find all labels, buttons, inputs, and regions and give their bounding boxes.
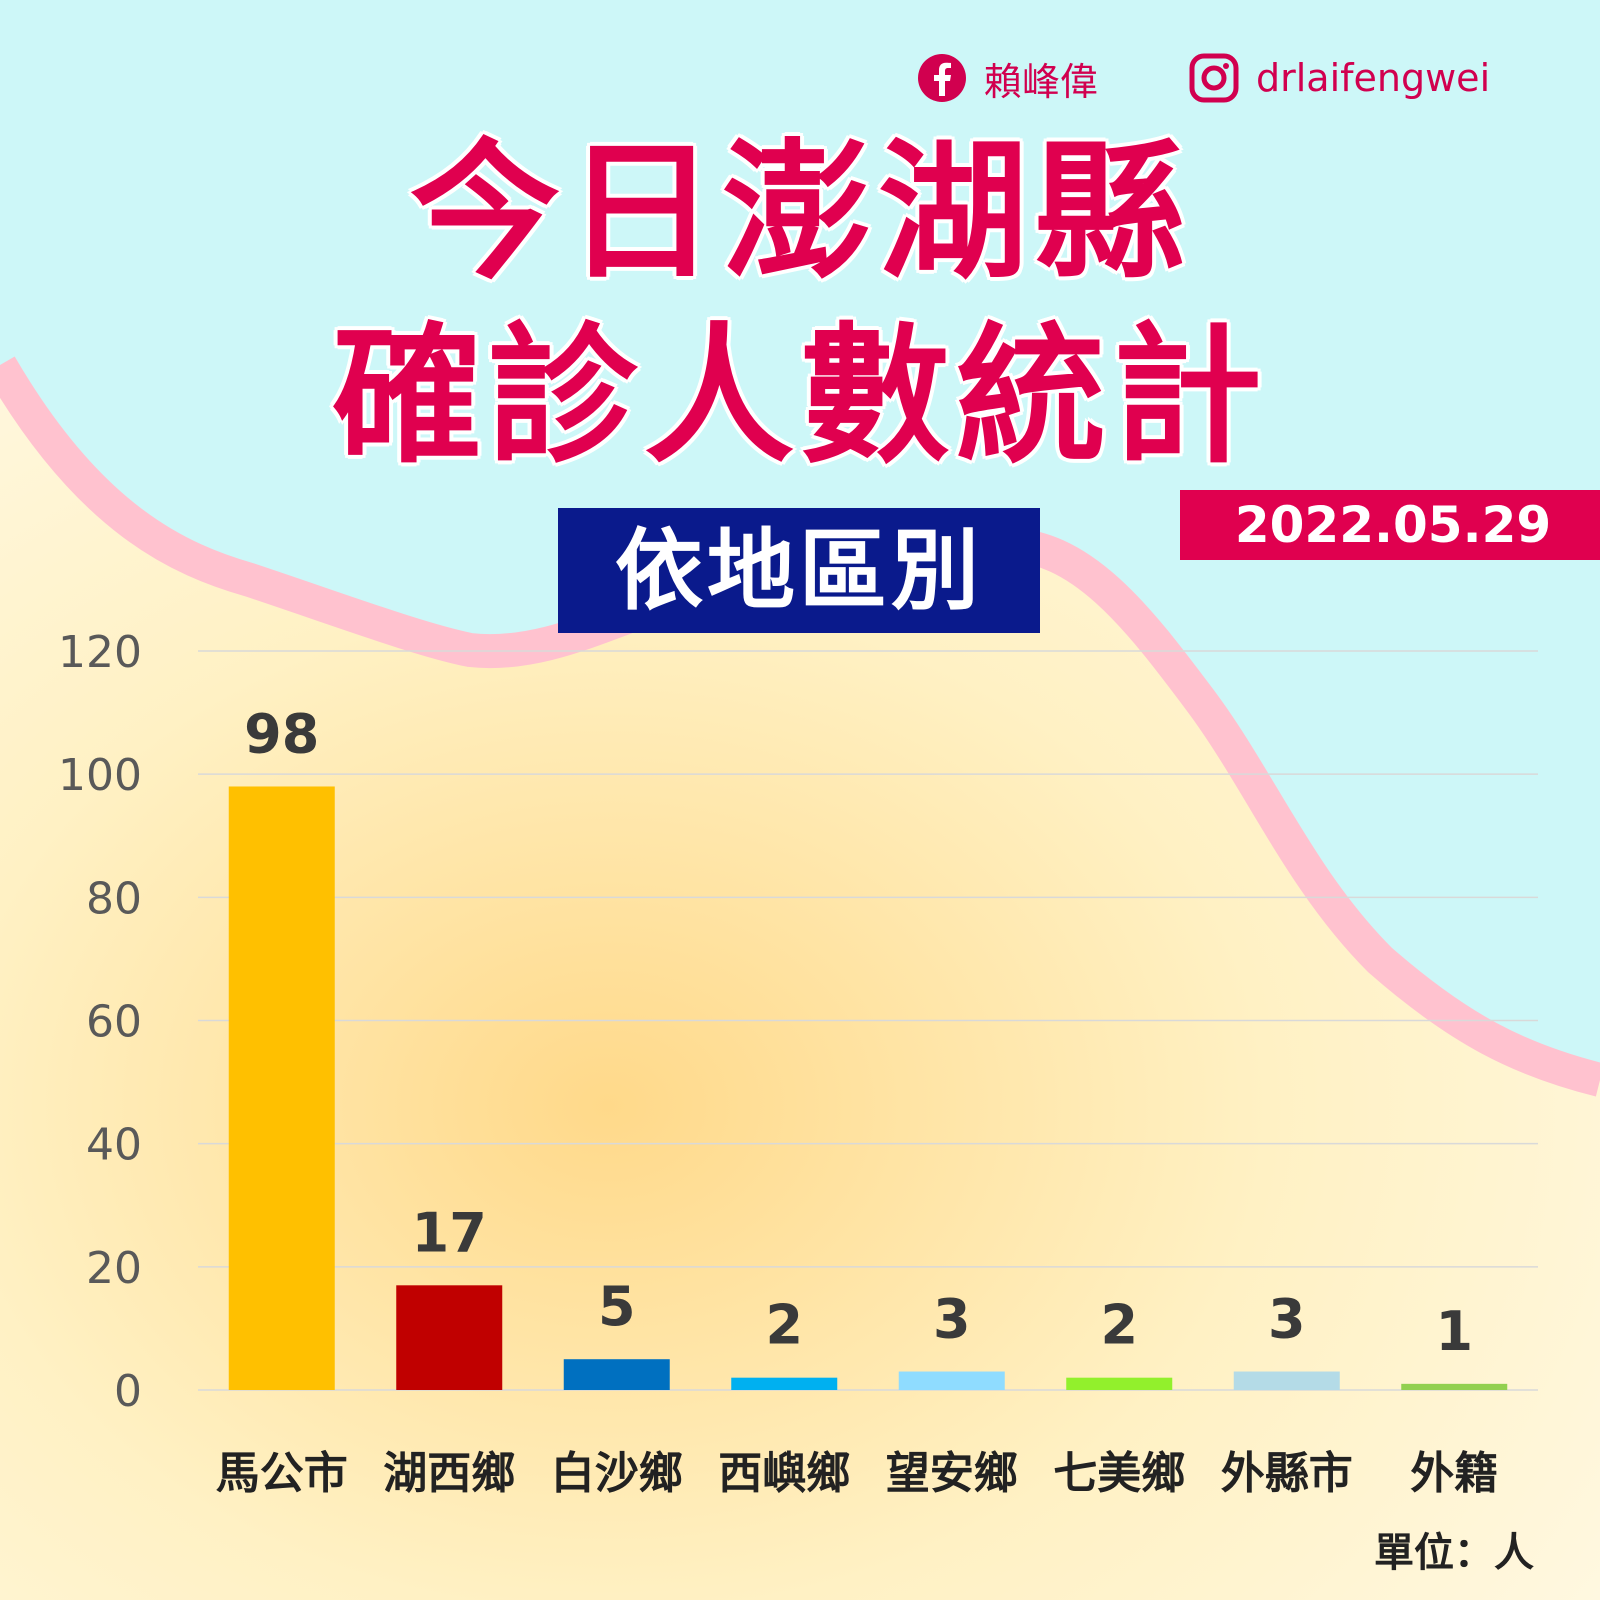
facebook-name: 賴峰偉 (984, 59, 1099, 104)
y-tick-label: 120 (58, 627, 142, 678)
y-tick-label: 20 (86, 1243, 142, 1294)
bar-chart: 0 20 40 60 80 100 120 98 馬公市 17 湖西鄉 5 白沙鄉 2 西嶼鄉 3 望安鄉 2 七美… (58, 627, 1538, 1499)
subtitle-badge: 依地區別 (558, 508, 1040, 633)
bar (563, 1359, 670, 1390)
x-tick-label: 外縣市 (1221, 1448, 1353, 1499)
bar (1401, 1383, 1508, 1390)
bar (396, 1285, 503, 1390)
x-tick-label: 西嶼鄉 (718, 1448, 850, 1499)
facebook-icon (918, 54, 966, 102)
y-tick-label: 80 (86, 873, 142, 924)
instagram-handle: drlaifengwei (1256, 56, 1491, 100)
y-tick-label: 0 (114, 1366, 142, 1417)
y-tick-label: 100 (58, 750, 142, 801)
x-tick-label: 白沙鄉 (551, 1448, 683, 1499)
bar (228, 786, 335, 1390)
facebook-credit: 賴峰偉 (916, 48, 1098, 108)
instagram-icon (1189, 53, 1239, 103)
date-badge: 2022.05.29 (1180, 490, 1600, 560)
data-label: 1 (1435, 1300, 1473, 1363)
bar (731, 1377, 838, 1390)
x-tick-label: 七美鄉 (1053, 1448, 1185, 1499)
unit-note: 單位：人 (1374, 1530, 1534, 1576)
title-line-1: 今日澎湖縣 (409, 126, 1190, 300)
data-label: 98 (244, 702, 319, 765)
data-label: 17 (412, 1201, 487, 1264)
x-tick-label: 外籍 (1410, 1448, 1498, 1499)
data-label: 3 (1268, 1288, 1306, 1351)
data-label: 2 (1100, 1294, 1138, 1357)
x-tick-label: 湖西鄉 (383, 1448, 515, 1499)
instagram-credit: drlaifengwei (1188, 48, 1490, 108)
y-tick-label: 40 (86, 1120, 142, 1171)
bar (1233, 1371, 1340, 1390)
x-tick-label: 馬公市 (216, 1448, 348, 1499)
title-line-2: 確診人數統計 (331, 310, 1268, 484)
data-label: 3 (933, 1288, 971, 1351)
y-tick-label: 60 (86, 997, 142, 1048)
bar (1066, 1377, 1173, 1390)
data-label: 5 (598, 1275, 636, 1338)
data-label: 2 (765, 1294, 803, 1357)
bar (898, 1371, 1005, 1390)
x-tick-label: 望安鄉 (886, 1448, 1018, 1499)
